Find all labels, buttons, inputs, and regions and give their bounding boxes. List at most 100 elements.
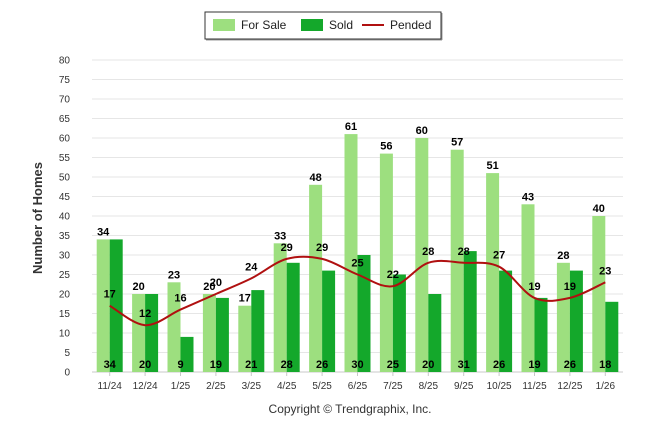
x-tick-label: 11/25: [522, 381, 547, 392]
x-tick-label: 10/25: [487, 381, 512, 392]
x-tick-label: 11/24: [98, 381, 123, 392]
data-label-sold: 30: [351, 359, 363, 371]
data-label-pended: 16: [174, 293, 186, 305]
bar-for-sale: [202, 294, 216, 372]
bar-for-sale: [273, 243, 287, 372]
data-label-sold: 19: [528, 359, 540, 371]
bar-for-sale: [486, 173, 500, 372]
data-label-sold: 34: [104, 359, 117, 371]
data-label-sold: 26: [493, 359, 505, 371]
bar-for-sale: [132, 294, 146, 372]
bar-sold: [428, 294, 442, 372]
data-label-for-sale: 40: [593, 203, 605, 215]
data-label-pended: 28: [458, 246, 470, 258]
bar-sold: [145, 294, 159, 372]
data-label-for-sale: 60: [416, 125, 428, 137]
data-label-sold: 9: [177, 359, 183, 371]
y-tick-label: 20: [59, 290, 71, 301]
data-label-sold: 21: [245, 359, 257, 371]
data-label-pended: 29: [316, 242, 328, 254]
data-label-sold: 26: [564, 359, 576, 371]
data-label-sold: 20: [422, 359, 434, 371]
bar-for-sale: [521, 204, 535, 372]
data-label-sold: 18: [599, 359, 611, 371]
bar-for-sale: [450, 149, 464, 372]
legend-label-sold: Sold: [329, 18, 353, 32]
legend-label-pended: Pended: [390, 18, 431, 32]
bar-sold: [180, 336, 194, 372]
data-label-sold: 26: [316, 359, 328, 371]
data-label-for-sale: 34: [97, 226, 110, 238]
bar-for-sale: [309, 184, 323, 372]
data-label-sold: 25: [387, 359, 399, 371]
bar-sold: [286, 262, 300, 372]
bar-sold: [463, 251, 477, 372]
bar-sold: [109, 239, 123, 372]
x-tick-label: 6/25: [348, 381, 368, 392]
y-tick-label: 25: [59, 270, 71, 281]
y-tick-label: 55: [59, 153, 71, 164]
x-tick-label: 7/25: [383, 381, 403, 392]
bar-sold: [605, 301, 619, 372]
legend-swatch-for-sale: [213, 19, 235, 31]
y-tick-label: 40: [59, 212, 71, 223]
data-label-for-sale: 56: [380, 141, 392, 153]
bar-for-sale: [556, 262, 570, 372]
bar-layer: [96, 134, 619, 372]
legend: For Sale Sold Pended: [204, 11, 443, 41]
bar-sold: [569, 270, 583, 372]
x-tick-label: 12/25: [557, 381, 582, 392]
y-tick-label: 10: [59, 329, 71, 340]
y-tick-label: 45: [59, 192, 71, 203]
bar-sold: [251, 290, 265, 372]
y-tick-label: 80: [59, 56, 71, 67]
data-label-pended: 29: [281, 242, 293, 254]
label-layer: 3434202023920191721332848266130562560205…: [97, 121, 611, 371]
data-label-sold: 31: [458, 359, 470, 371]
bar-sold: [534, 297, 548, 372]
y-tick-label: 75: [59, 75, 71, 86]
x-tick-label: 1/26: [596, 381, 616, 392]
y-tick-label: 15: [59, 309, 71, 320]
y-tick-label: 65: [59, 114, 71, 125]
bar-sold: [215, 297, 229, 372]
bar-sold: [322, 270, 336, 372]
data-label-pended: 20: [210, 277, 222, 289]
data-label-for-sale: 61: [345, 121, 357, 133]
data-label-sold: 19: [210, 359, 222, 371]
data-label-pended: 19: [564, 281, 576, 293]
x-tick-label: 5/25: [312, 381, 332, 392]
bar-for-sale: [96, 239, 110, 372]
x-tick-label: 8/25: [419, 381, 439, 392]
data-label-sold: 28: [281, 359, 293, 371]
bar-for-sale: [344, 134, 358, 372]
legend-label-for-sale: For Sale: [241, 18, 287, 32]
x-tick-label: 3/25: [242, 381, 262, 392]
data-label-for-sale: 43: [522, 191, 534, 203]
x-tick-label: 1/25: [171, 381, 191, 392]
data-label-pended: 23: [599, 265, 611, 277]
bar-sold: [392, 274, 406, 372]
x-tick-label: 2/25: [206, 381, 226, 392]
data-label-for-sale: 28: [557, 250, 569, 262]
bar-for-sale: [238, 305, 252, 372]
y-axis-title: Number of Homes: [30, 162, 45, 274]
data-label-pended: 19: [528, 281, 540, 293]
data-label-pended: 28: [422, 246, 434, 258]
data-label-sold: 20: [139, 359, 151, 371]
data-label-for-sale: 51: [486, 160, 498, 172]
bar-sold: [499, 270, 513, 372]
data-label-pended: 22: [387, 269, 399, 281]
legend-swatch-sold: [301, 19, 323, 31]
data-label-for-sale: 23: [168, 269, 180, 281]
data-label-for-sale: 48: [309, 172, 321, 184]
y-tick-label: 70: [59, 95, 71, 106]
data-label-for-sale: 20: [132, 281, 144, 293]
x-tick-label: 4/25: [277, 381, 297, 392]
data-label-for-sale: 57: [451, 137, 463, 149]
x-tick-label: 12/24: [133, 381, 158, 392]
y-tick-label: 0: [64, 368, 70, 379]
y-tick-label: 50: [59, 173, 71, 184]
